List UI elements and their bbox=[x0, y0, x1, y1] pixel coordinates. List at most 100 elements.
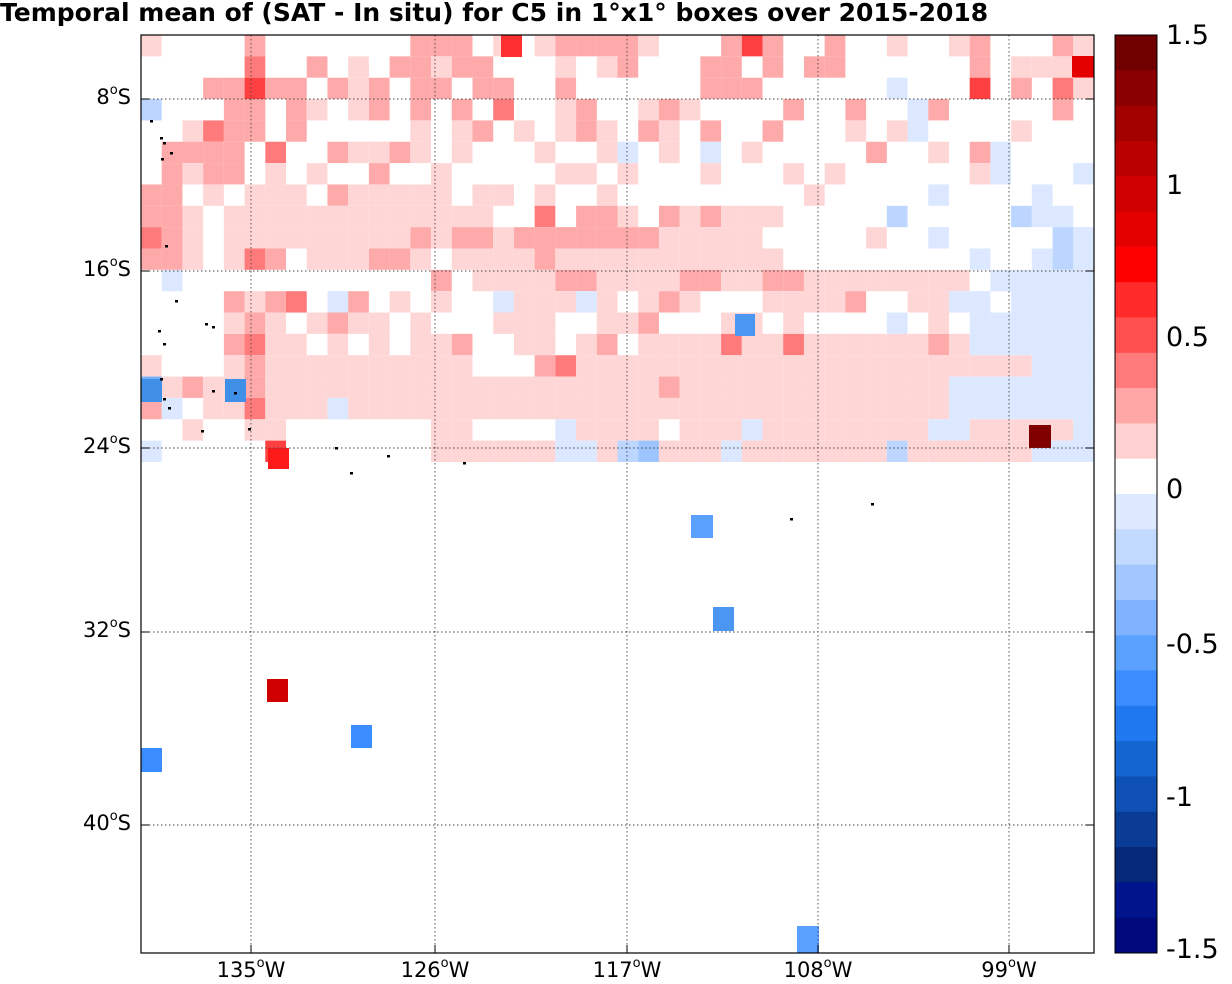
heatmap-cell bbox=[223, 291, 245, 313]
heatmap-cell bbox=[161, 205, 183, 228]
y-tick-label: 16oS bbox=[82, 255, 131, 281]
heatmap-cell bbox=[762, 35, 784, 57]
heatmap-cell bbox=[306, 56, 328, 78]
heatmap-cell bbox=[907, 419, 929, 441]
heatmap-cell bbox=[244, 99, 266, 121]
island-marker bbox=[212, 326, 215, 329]
heatmap-cell bbox=[244, 397, 266, 420]
heatmap-cell bbox=[886, 77, 908, 100]
heatmap-cell bbox=[1031, 205, 1053, 228]
colorbar-tick-label: 0.5 bbox=[1166, 322, 1209, 353]
heatmap-cell bbox=[741, 35, 763, 57]
heatmap-cell bbox=[493, 397, 514, 420]
heatmap-cell bbox=[969, 440, 991, 462]
colorbar-segment bbox=[1115, 105, 1157, 142]
heatmap-cell bbox=[700, 120, 722, 142]
heatmap-cell bbox=[223, 312, 245, 334]
heatmap-cell bbox=[762, 56, 784, 78]
heatmap-cell bbox=[638, 35, 659, 57]
heatmap-cell bbox=[161, 163, 183, 185]
heatmap-cell bbox=[203, 77, 224, 100]
heatmap-cell bbox=[679, 376, 701, 398]
heatmap-cell bbox=[389, 355, 411, 377]
heatmap-cell bbox=[741, 419, 763, 441]
heatmap-cell bbox=[451, 419, 473, 441]
heatmap-cell bbox=[368, 312, 390, 334]
heatmap-cell bbox=[1011, 312, 1032, 334]
heatmap-cell bbox=[1052, 56, 1074, 78]
heatmap-cell bbox=[555, 56, 577, 78]
heatmap-cell bbox=[348, 184, 369, 206]
colorbar-segment bbox=[1115, 140, 1157, 177]
heatmap-cell bbox=[203, 376, 224, 398]
heatmap-cell bbox=[1052, 376, 1074, 398]
heatmap-cell bbox=[741, 141, 763, 164]
colorbar bbox=[1114, 34, 1158, 954]
heatmap-cell bbox=[493, 312, 514, 334]
heatmap-cell bbox=[596, 205, 618, 228]
heatmap-cell bbox=[617, 355, 639, 377]
heatmap-cell bbox=[327, 227, 349, 249]
heatmap-cell bbox=[141, 35, 162, 57]
heatmap-cell bbox=[493, 184, 514, 206]
colorbar-segment bbox=[1115, 917, 1157, 954]
colorbar-tick-label: 1 bbox=[1166, 170, 1184, 201]
island-marker bbox=[234, 392, 237, 395]
heatmap-cell bbox=[638, 227, 659, 249]
heatmap-cell bbox=[451, 56, 473, 78]
heatmap-cell bbox=[410, 184, 432, 206]
heatmap-cell bbox=[389, 376, 411, 398]
heatmap-cell bbox=[948, 440, 970, 462]
heatmap-cell bbox=[679, 355, 701, 377]
heatmap-cell bbox=[1031, 269, 1053, 292]
heatmap-cell bbox=[721, 269, 742, 292]
heatmap-cell bbox=[306, 227, 328, 249]
heatmap-cell bbox=[783, 355, 804, 377]
heatmap-cell bbox=[866, 269, 887, 292]
heatmap-cell bbox=[223, 248, 245, 270]
heatmap-cell bbox=[576, 205, 597, 228]
heatmap-cell bbox=[182, 141, 204, 164]
heatmap-cell bbox=[721, 248, 742, 270]
heatmap-cell bbox=[969, 291, 991, 313]
heatmap-cell bbox=[472, 227, 494, 249]
heatmap-cell bbox=[866, 227, 887, 249]
heatmap-cell bbox=[513, 376, 535, 398]
heatmap-cell bbox=[472, 205, 494, 228]
heatmap-cell bbox=[141, 248, 162, 270]
heatmap-cell bbox=[721, 376, 742, 398]
heatmap-cell bbox=[969, 56, 991, 78]
heatmap-cell bbox=[928, 397, 949, 420]
heatmap-cell bbox=[783, 99, 804, 121]
colorbar-tick-label: 0 bbox=[1166, 474, 1184, 505]
y-tick-label: 32oS bbox=[82, 616, 131, 642]
heatmap-cell bbox=[700, 269, 722, 292]
heatmap-cell bbox=[348, 376, 369, 398]
colorbar-tick-label: -0.5 bbox=[1166, 629, 1219, 660]
colorbar-segment bbox=[1115, 811, 1157, 848]
heatmap-cell bbox=[762, 376, 784, 398]
heatmap-cell bbox=[286, 205, 307, 228]
x-tick-label: 135oW bbox=[216, 956, 286, 982]
heatmap-cell bbox=[431, 291, 452, 313]
heatmap-cell bbox=[223, 227, 245, 249]
heatmap-cell bbox=[990, 376, 1012, 398]
heatmap-cell bbox=[617, 312, 639, 334]
heatmap-cell bbox=[348, 205, 369, 228]
heatmap-cell bbox=[265, 355, 287, 377]
heatmap-cell bbox=[265, 184, 287, 206]
heatmap-cell bbox=[658, 227, 680, 249]
heatmap-cell bbox=[845, 291, 867, 313]
heatmap-cell bbox=[1031, 184, 1053, 206]
heatmap-cell bbox=[1011, 397, 1032, 420]
colorbar-segment bbox=[1115, 423, 1157, 460]
heatmap-cell bbox=[762, 333, 784, 356]
heatmap-cell bbox=[1073, 312, 1094, 334]
heatmap-cell bbox=[990, 163, 1012, 185]
heatmap-cell bbox=[141, 227, 162, 249]
heatmap-cell bbox=[596, 419, 618, 441]
island-marker bbox=[201, 430, 204, 433]
heatmap-cell bbox=[803, 419, 825, 441]
heatmap-cell bbox=[327, 333, 349, 356]
heatmap-cell bbox=[182, 205, 204, 228]
